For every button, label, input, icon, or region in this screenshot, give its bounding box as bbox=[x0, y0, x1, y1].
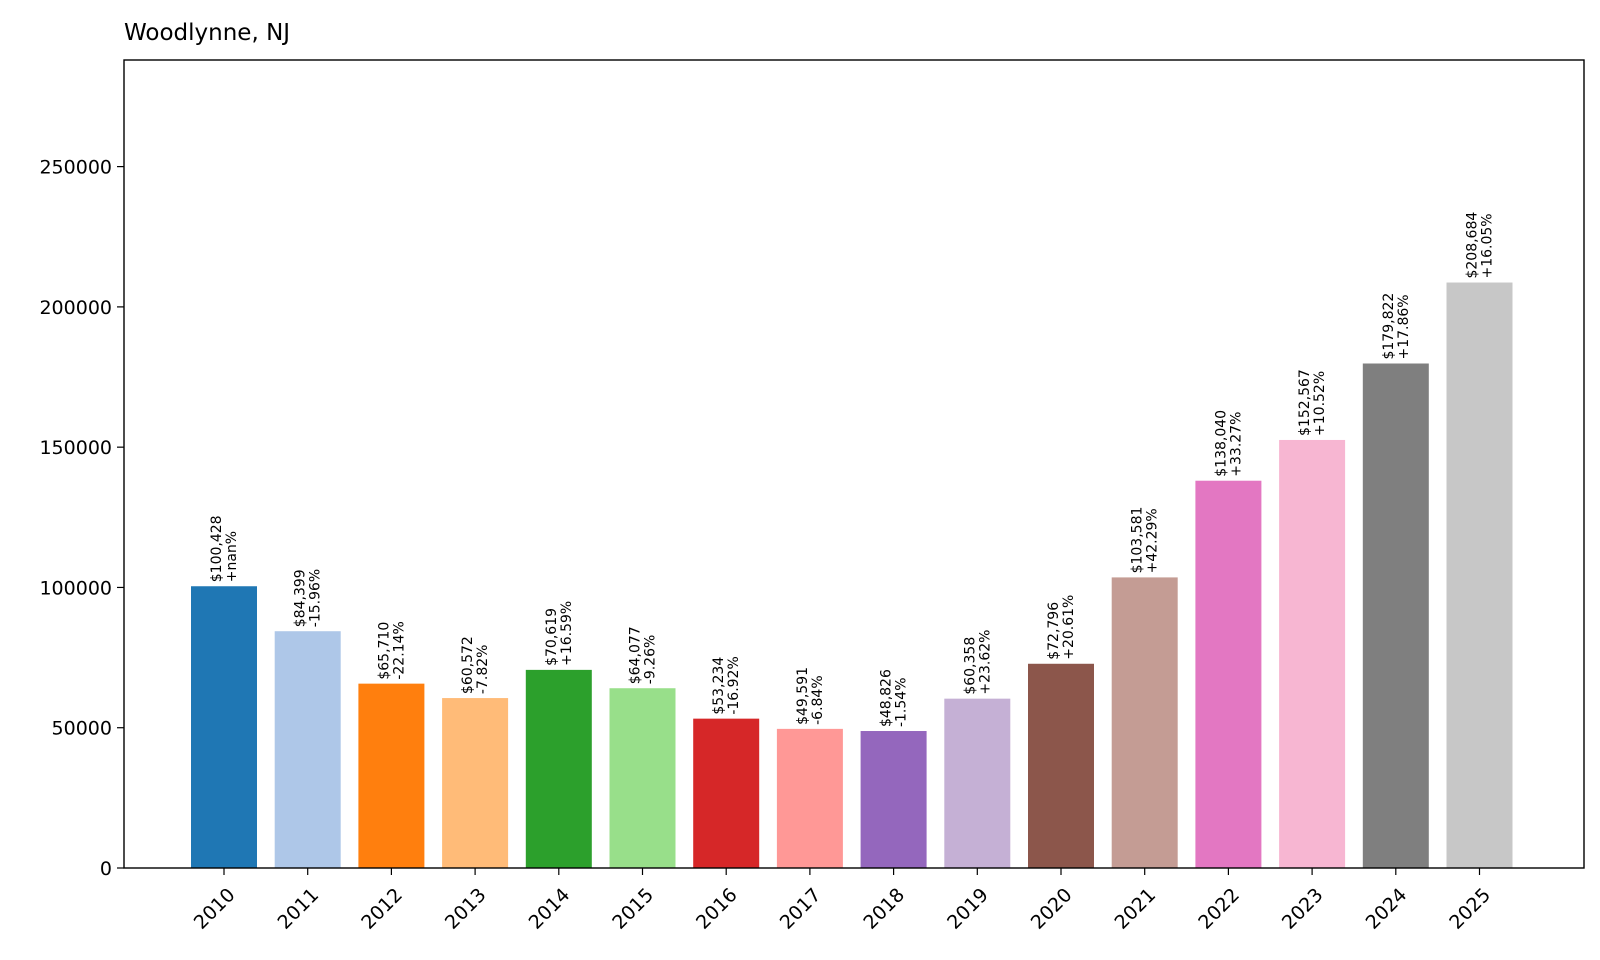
y-tick-label: 250000 bbox=[39, 157, 112, 179]
bar-change-label: -1.54% bbox=[894, 677, 910, 727]
bar-value-label: $48,826 bbox=[879, 669, 895, 727]
y-tick-label: 50000 bbox=[52, 718, 112, 740]
x-tick-label: 2010 bbox=[190, 884, 240, 934]
y-tick-label: 150000 bbox=[39, 437, 112, 459]
bar-value-label: $49,591 bbox=[795, 667, 811, 725]
bar-value-label: $72,796 bbox=[1046, 602, 1062, 660]
bar-change-label: -15.96% bbox=[308, 569, 324, 627]
bar-value-label: $65,710 bbox=[376, 622, 392, 680]
bar-change-label: +16.05% bbox=[1480, 213, 1496, 278]
bar-change-label: -22.14% bbox=[391, 621, 407, 679]
plot-frame bbox=[123, 59, 1585, 869]
x-axis: 2010 2011 2012 2013 2014 2015 2016 2017 2018 2019… bbox=[190, 868, 1495, 934]
bar-change-label: -6.84% bbox=[810, 675, 826, 725]
bar-2018 bbox=[860, 731, 927, 868]
bar-value-label: $100,428 bbox=[209, 515, 225, 582]
bar-2023 bbox=[1279, 439, 1346, 868]
bar-change-label: +20.61% bbox=[1061, 595, 1077, 660]
y-axis: 0 50000 100000 150000 200000 250000 bbox=[39, 157, 124, 880]
bars-group: $100,428 +nan% $84,399 -15.96% $65,710 -22.14… bbox=[191, 212, 1513, 868]
y-tick-label: 0 bbox=[100, 858, 112, 880]
x-tick-label: 2024 bbox=[1362, 884, 1412, 934]
bar-value-label: $103,581 bbox=[1130, 507, 1146, 574]
bar-value-label: $208,684 bbox=[1465, 212, 1481, 279]
bar-2015 bbox=[609, 688, 676, 868]
x-tick-label: 2011 bbox=[273, 884, 323, 934]
bar-2019 bbox=[944, 698, 1011, 868]
bar-2022 bbox=[1195, 480, 1262, 868]
bar-change-label: +10.52% bbox=[1312, 371, 1328, 436]
x-tick-label: 2018 bbox=[859, 884, 909, 934]
bar-2025 bbox=[1446, 282, 1513, 868]
x-tick-label: 2022 bbox=[1194, 884, 1244, 934]
bar-2020 bbox=[1028, 663, 1094, 868]
bar-change-label: +23.62% bbox=[977, 630, 993, 695]
bar-value-label: $60,572 bbox=[460, 636, 476, 694]
chart-title: Woodlynne, NJ bbox=[124, 20, 291, 46]
x-tick-label: 2021 bbox=[1110, 884, 1160, 934]
x-tick-label: 2013 bbox=[441, 884, 491, 934]
bar-2024 bbox=[1362, 363, 1429, 868]
bar-change-label: +17.86% bbox=[1396, 294, 1412, 359]
bar-2013 bbox=[442, 698, 509, 868]
y-tick-label: 200000 bbox=[39, 297, 112, 319]
bar-change-label: +nan% bbox=[224, 531, 240, 582]
bar-2017 bbox=[776, 728, 843, 868]
x-tick-label: 2023 bbox=[1278, 884, 1328, 934]
bar-value-label: $84,399 bbox=[293, 569, 309, 627]
bar-value-label: $60,358 bbox=[962, 637, 978, 695]
bar-change-label: -7.82% bbox=[475, 645, 491, 695]
bar-2010 bbox=[191, 586, 257, 868]
x-tick-label: 2019 bbox=[943, 884, 993, 934]
bar-2012 bbox=[358, 683, 425, 868]
bar-change-label: -16.92% bbox=[726, 656, 742, 714]
x-tick-label: 2015 bbox=[608, 884, 658, 934]
bar-value-label: $138,040 bbox=[1213, 410, 1229, 477]
bar-value-label: $179,822 bbox=[1381, 293, 1397, 360]
bar-2011 bbox=[274, 631, 341, 868]
bar-2021 bbox=[1111, 577, 1178, 868]
bar-change-label: +33.27% bbox=[1228, 412, 1244, 477]
x-tick-label: 2014 bbox=[525, 884, 575, 934]
bar-2014 bbox=[525, 669, 592, 868]
x-tick-label: 2025 bbox=[1445, 884, 1495, 934]
bar-change-label: -9.26% bbox=[643, 635, 659, 685]
bar-value-label: $64,077 bbox=[628, 626, 644, 684]
bar-change-label: +16.59% bbox=[559, 601, 575, 666]
y-tick-label: 100000 bbox=[39, 577, 112, 599]
x-tick-label: 2012 bbox=[357, 884, 407, 934]
x-tick-label: 2016 bbox=[692, 884, 742, 934]
x-tick-label: 2020 bbox=[1027, 884, 1077, 934]
x-tick-label: 2017 bbox=[776, 884, 826, 934]
bar-value-label: $152,567 bbox=[1297, 369, 1313, 436]
bar-change-label: +42.29% bbox=[1145, 508, 1161, 573]
bar-2016 bbox=[693, 718, 760, 868]
bar-value-label: $70,619 bbox=[544, 608, 560, 666]
bar-value-label: $53,234 bbox=[711, 657, 727, 715]
